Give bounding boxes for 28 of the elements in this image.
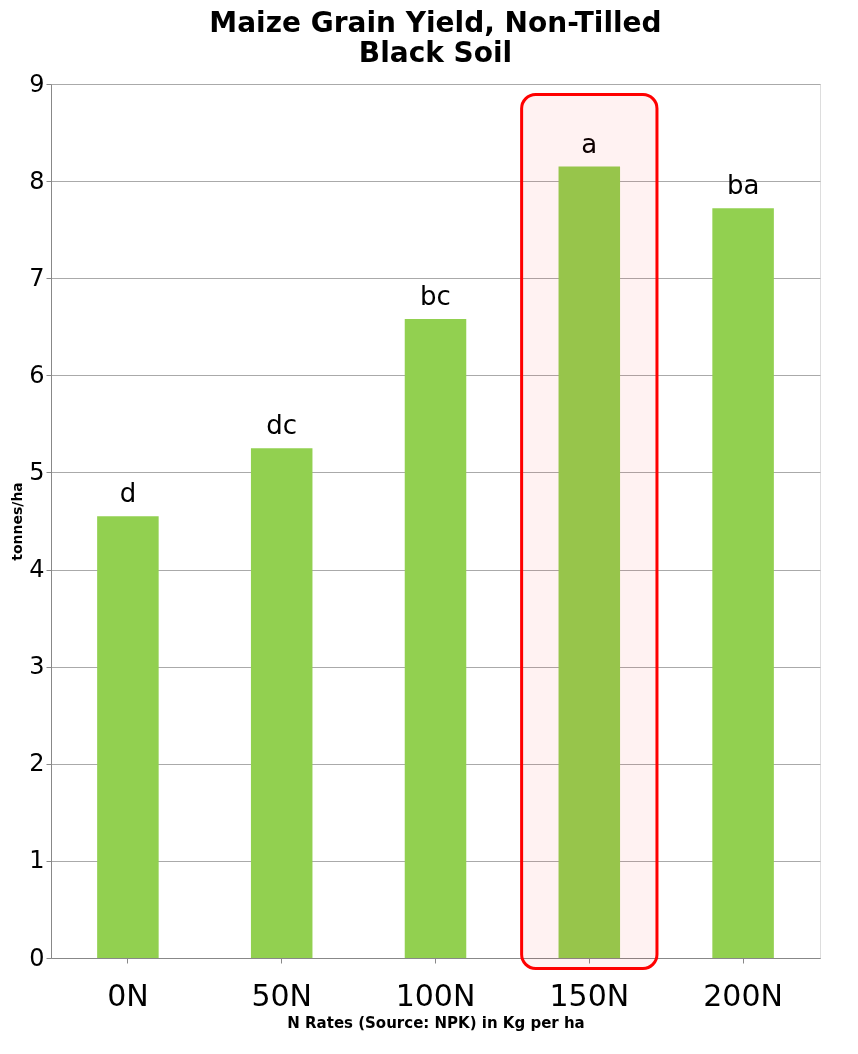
- bar: [404, 319, 467, 958]
- y-tick-label: 5: [29, 457, 45, 486]
- x-tick-label: 200N: [703, 977, 783, 1013]
- text: Maize Grain Yield, Non-Tilled: [209, 6, 662, 39]
- y-tick-label: 2: [29, 749, 45, 778]
- y-tick-label: 8: [29, 166, 45, 195]
- bar: [97, 516, 159, 958]
- y-tick-label: 1: [29, 846, 45, 875]
- bar: [250, 448, 313, 958]
- y-tick-label: 0: [29, 943, 45, 972]
- annotation: ba: [726, 170, 760, 201]
- y-tick-label: 7: [29, 263, 45, 292]
- y-axis-title: tonnes/ha: [9, 482, 26, 561]
- x-tick-label: 50N: [251, 977, 313, 1013]
- x-tick-label: 100N: [395, 977, 476, 1013]
- y-tick-label: 4: [29, 555, 45, 584]
- bar: [712, 208, 774, 958]
- annotation: bc: [420, 281, 451, 312]
- y-tick-label: 9: [29, 69, 45, 98]
- annotation: dc: [266, 410, 298, 441]
- y-tick-label: 3: [29, 652, 45, 681]
- annotation: a: [581, 128, 598, 159]
- x-tick-label: 150N: [549, 977, 630, 1013]
- text: Black Soil: [358, 36, 513, 69]
- x-axis-title: N Rates (Source: NPK) in Kg per ha: [287, 1013, 585, 1032]
- x-tick-label: 0N: [107, 977, 149, 1013]
- y-tick-label: 6: [29, 360, 45, 389]
- annotation: d: [119, 478, 137, 509]
